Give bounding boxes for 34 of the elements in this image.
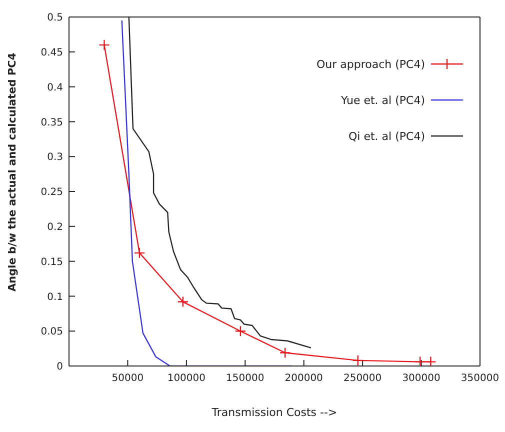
y-tick-label: 0.05 xyxy=(40,326,63,338)
y-tick-label: 0.25 xyxy=(40,187,63,198)
legend-label: Yue et. al (PC4) xyxy=(341,94,425,106)
y-tick-label: 0.45 xyxy=(40,47,63,58)
x-tick-label: 200000 xyxy=(284,373,323,384)
point xyxy=(98,39,110,51)
x-tick-label: 350000 xyxy=(460,373,500,384)
point xyxy=(352,354,364,366)
x-tick-label: 300000 xyxy=(402,373,440,384)
y-tick-label: 0.1 xyxy=(47,292,63,303)
y-tick-label: 0.5 xyxy=(47,12,63,24)
x-tick-label: 100000 xyxy=(167,373,206,384)
x-tick-label: 250000 xyxy=(343,373,382,384)
y-tick-label: 0.2 xyxy=(47,222,63,233)
x-tick-label: 50000 xyxy=(112,373,144,384)
legend-entry: Yue et. al (PC4) xyxy=(316,82,463,118)
y-tick-label: 0.15 xyxy=(40,256,63,268)
y-tick-label: 0 xyxy=(56,362,63,373)
point xyxy=(414,356,426,366)
y-tick-label: 0.3 xyxy=(47,152,63,164)
point xyxy=(234,326,246,337)
x-axis-title: Transmission Costs --> xyxy=(210,406,338,419)
point xyxy=(279,347,291,358)
legend-label: Qi et. al (PC4) xyxy=(348,130,425,142)
y-tick-label: 0.4 xyxy=(47,82,63,94)
y-axis-title: Angle b/w the actual and calculated PC4 xyxy=(6,52,19,292)
y-tick-label: 0.35 xyxy=(40,117,63,128)
legend-entry: Qi et. al (PC4) xyxy=(316,118,463,154)
point xyxy=(177,296,189,308)
legend-entry: Our approach (PC4) xyxy=(316,46,463,82)
legend-label: Our approach (PC4) xyxy=(316,58,425,70)
point xyxy=(134,247,146,259)
point xyxy=(425,356,436,366)
x-tick-label: 150000 xyxy=(226,373,264,384)
